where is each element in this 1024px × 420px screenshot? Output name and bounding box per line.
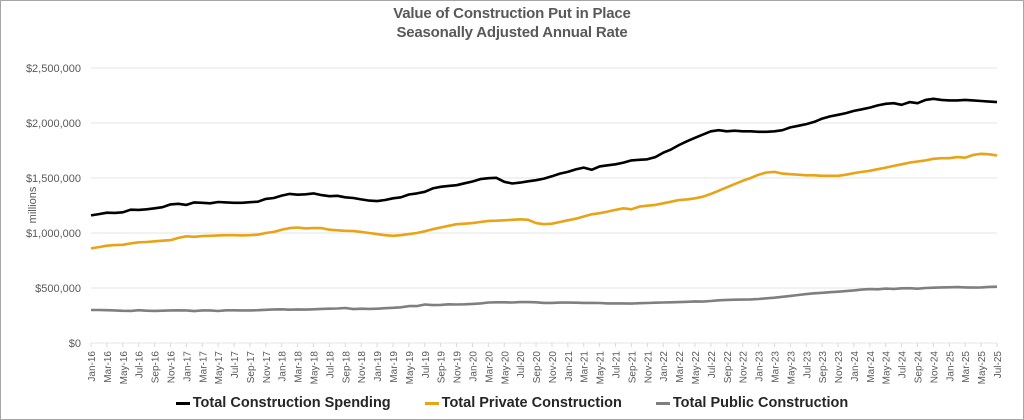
x-tick-label: Jan-24 <box>850 351 861 382</box>
series-line-total-construction-spending <box>90 97 998 217</box>
legend-label-total: Total Construction Spending <box>192 395 391 411</box>
legend-label-public: Total Public Construction <box>672 395 849 411</box>
x-tick-label: Mar-17 <box>198 351 209 383</box>
gridlines <box>90 67 998 347</box>
x-tick-label: May-23 <box>786 351 797 385</box>
x-tick-label: Jan-20 <box>468 351 479 382</box>
x-tick-label: May-25 <box>977 351 988 385</box>
x-tick-label: Jan-23 <box>755 351 766 382</box>
x-tick-label: Jul-18 <box>325 351 336 379</box>
x-tick-label: Mar-18 <box>294 351 305 383</box>
x-tick-label: Sep-24 <box>914 351 925 384</box>
x-tick-label: Sep-20 <box>532 351 543 384</box>
y-axis-label: millions <box>27 186 39 223</box>
x-tick-label: Mar-20 <box>484 351 495 383</box>
x-tick-label: Sep-16 <box>151 351 162 384</box>
legend-label-private: Total Private Construction <box>441 395 622 411</box>
x-tick-label: Jul-25 <box>993 351 1004 379</box>
x-tick-label: Sep-18 <box>341 351 352 384</box>
x-tick-label: Jul-16 <box>135 351 146 379</box>
x-tick-label: Mar-24 <box>866 351 877 383</box>
y-tick-label: $1,000,000 <box>26 228 81 240</box>
y-tick-label: $0 <box>69 338 81 350</box>
x-tick-label: Nov-22 <box>739 351 750 384</box>
legend-swatch-private <box>424 401 439 405</box>
y-tick-label: $1,500,000 <box>26 173 81 185</box>
x-tick-label: Jan-21 <box>564 351 575 382</box>
x-tick-label: Jul-19 <box>421 351 432 379</box>
x-tick-label: Nov-16 <box>166 351 177 384</box>
x-tick-label: Jan-16 <box>87 351 98 382</box>
x-tick-label: Nov-23 <box>834 351 845 384</box>
y-tick-label: $2,500,000 <box>26 63 81 75</box>
series-lines <box>90 97 998 313</box>
chart-title: Value of Construction Put in Place <box>393 5 631 22</box>
x-tick-label: Nov-21 <box>643 351 654 384</box>
x-tick-label: Sep-23 <box>818 351 829 384</box>
x-tick-label: Sep-21 <box>627 351 638 384</box>
chart-subtitle: Seasonally Adjusted Annual Rate <box>396 24 628 41</box>
x-tick-label: Jan-22 <box>659 351 670 382</box>
x-tick-label: Jan-19 <box>373 351 384 382</box>
x-tick-label: Nov-19 <box>453 351 464 384</box>
x-tick-label: May-22 <box>691 351 702 385</box>
x-tick-label: Jul-22 <box>707 351 718 379</box>
x-tick-label: Mar-16 <box>103 351 114 383</box>
x-tick-label: May-16 <box>119 351 130 385</box>
x-tick-label: Jul-24 <box>898 351 909 379</box>
x-tick-label: Jul-17 <box>230 351 241 379</box>
x-tick-label: Mar-22 <box>675 351 686 383</box>
chart-title-block: Value of Construction Put in Place Seaso… <box>0 4 1024 42</box>
x-tick-label: Mar-19 <box>389 351 400 383</box>
x-tick-label: May-21 <box>596 351 607 385</box>
x-tick-label: Jan-25 <box>945 351 956 382</box>
x-tick-label: May-18 <box>310 351 321 385</box>
legend-item-public[interactable]: Total Public Construction <box>655 395 849 411</box>
x-tick-label: May-20 <box>500 351 511 385</box>
x-tick-label: Jan-18 <box>278 351 289 382</box>
legend-swatch-total <box>175 401 190 405</box>
series-line-total-private-construction <box>90 152 998 250</box>
x-tick-label: May-24 <box>882 351 893 385</box>
x-tick-label: Jul-20 <box>516 351 527 379</box>
legend-item-total[interactable]: Total Construction Spending <box>175 395 391 411</box>
x-tick-label: Mar-23 <box>770 351 781 383</box>
x-tick-label: Mar-21 <box>580 351 591 383</box>
x-tick-label: Jul-21 <box>612 351 623 379</box>
x-tick-label: Sep-22 <box>723 351 734 384</box>
y-axis-tick-labels: $0 $500,000 $1,000,000 $1,500,000 $2,000,000… <box>26 63 81 350</box>
y-tick-label: $500,000 <box>35 283 81 295</box>
x-tick-label: Sep-19 <box>437 351 448 384</box>
y-tick-label: $2,000,000 <box>26 118 81 130</box>
legend: Total Construction Spending Total Privat… <box>0 395 1024 411</box>
x-tick-label: Jan-17 <box>182 351 193 382</box>
x-tick-label: Nov-18 <box>357 351 368 384</box>
x-axis-tick-labels: Jan-16 Mar-16 May-16 Jul-16 Sep-16 Nov-16 Jan-… <box>87 351 1004 385</box>
x-tick-label: Nov-17 <box>262 351 273 384</box>
x-tick-label: Nov-20 <box>548 351 559 384</box>
x-tick-label: Sep-17 <box>246 351 257 384</box>
x-tick-label: Nov-24 <box>929 351 940 384</box>
x-tick-label: May-19 <box>405 351 416 385</box>
x-tick-label: Jul-23 <box>802 351 813 379</box>
x-tick-label: Mar-25 <box>961 351 972 383</box>
x-tick-label: May-17 <box>214 351 225 385</box>
legend-swatch-public <box>655 401 670 405</box>
series-line-total-public-construction <box>91 285 998 313</box>
legend-item-private[interactable]: Total Private Construction <box>424 395 622 411</box>
